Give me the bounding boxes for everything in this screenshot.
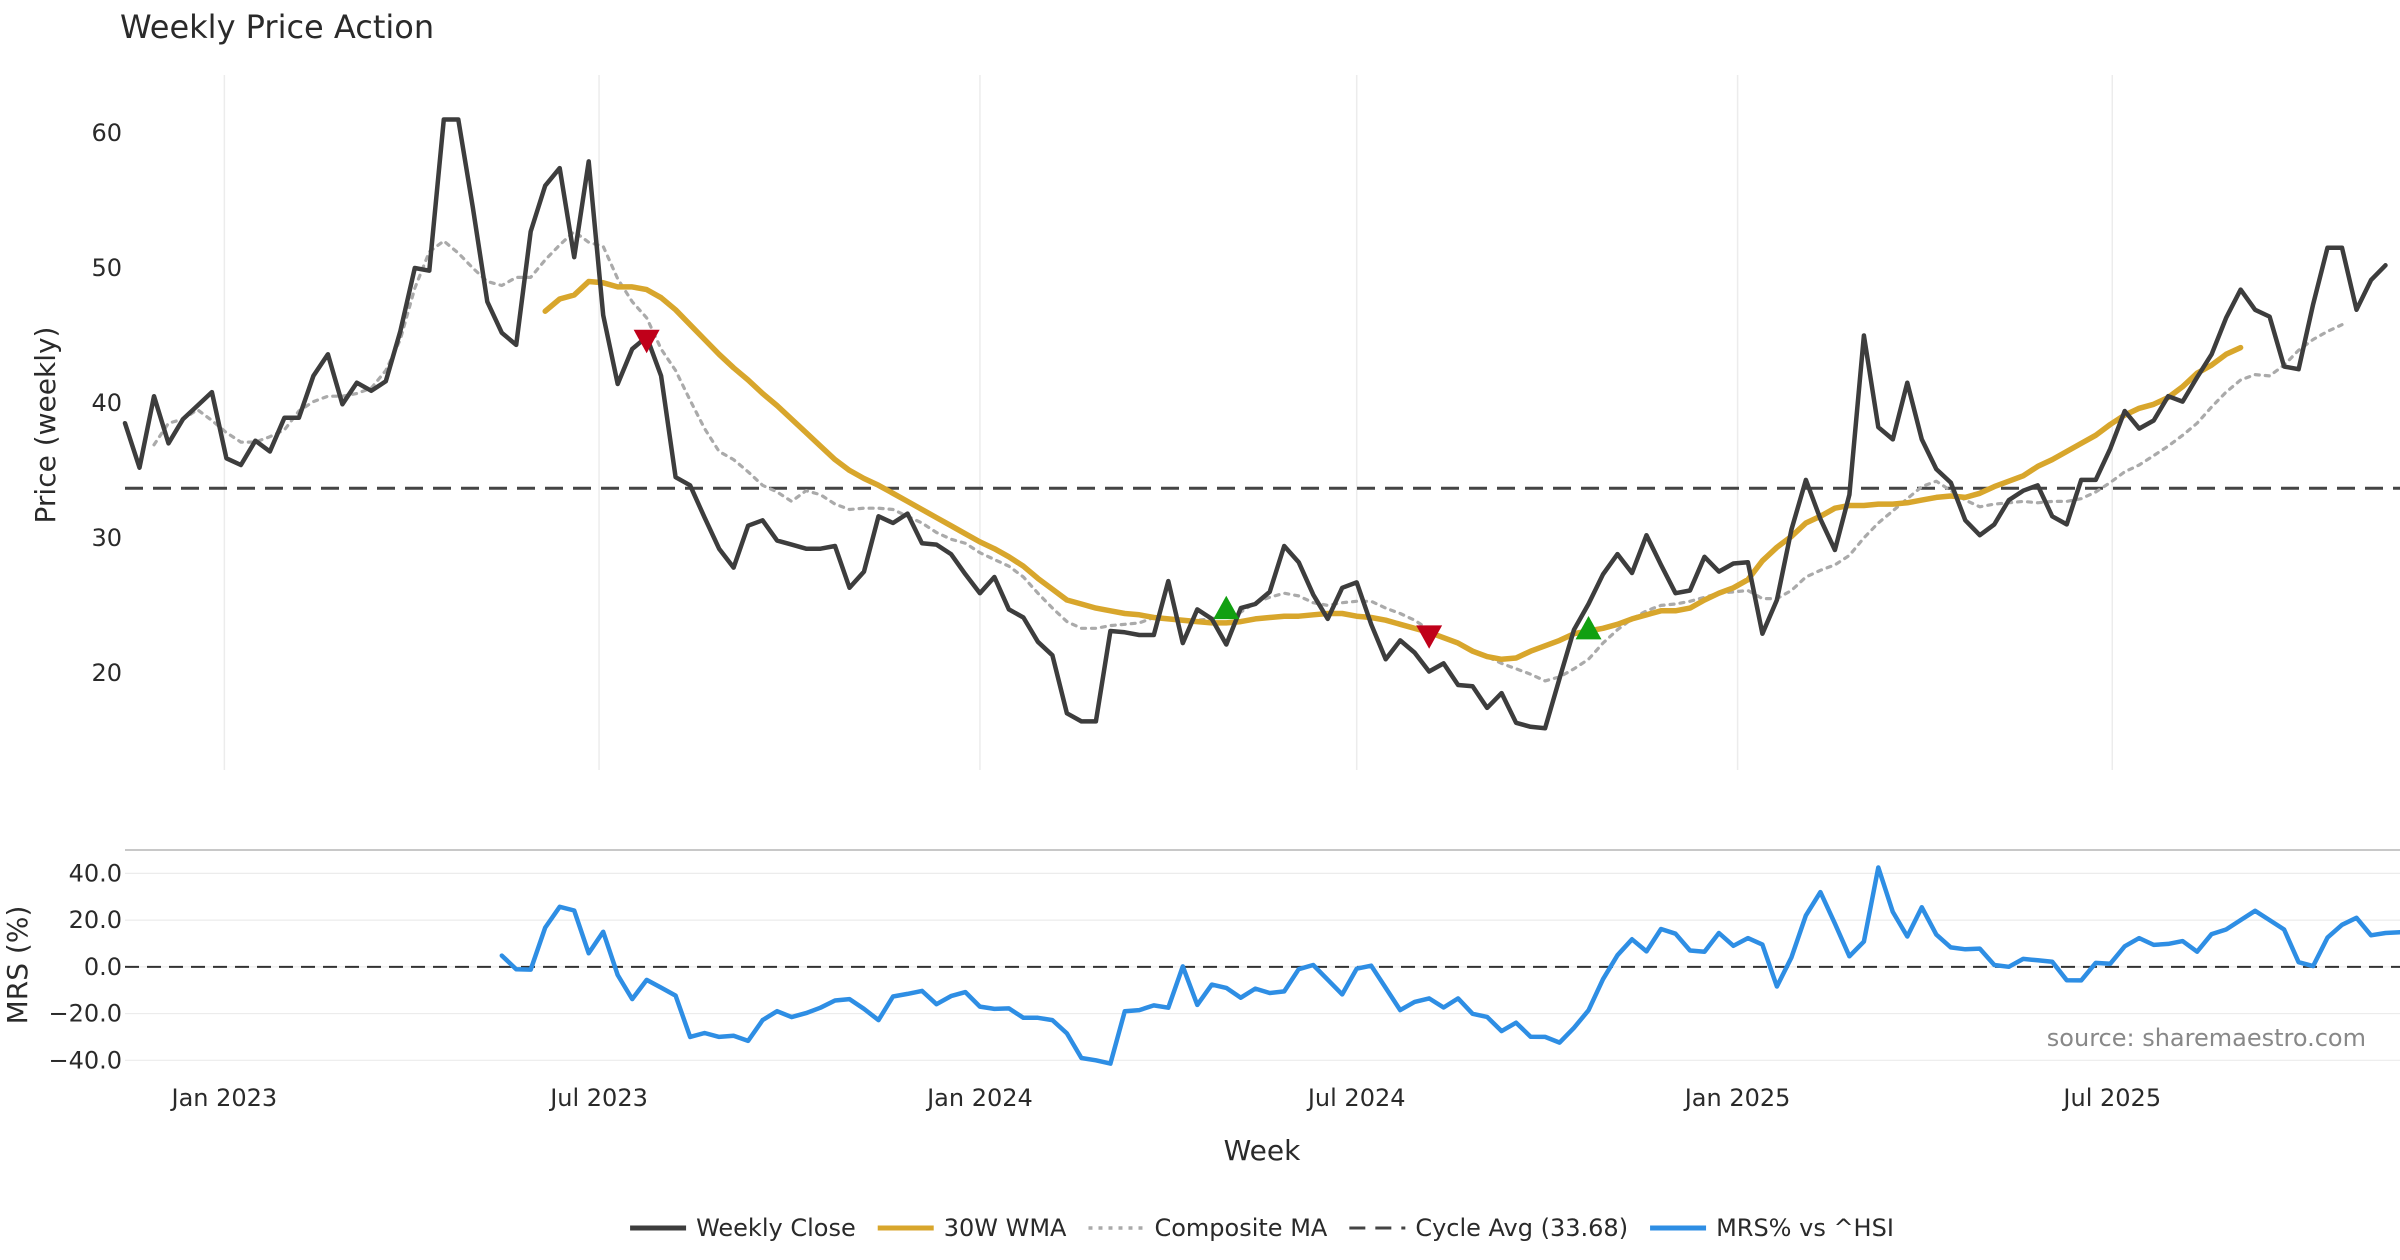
price-y-tick-label: 50	[91, 254, 122, 282]
legend-label: Weekly Close	[696, 1214, 856, 1242]
mrs-y-tick-label: −20.0	[48, 1000, 122, 1028]
x-tick-label: Jul 2024	[1306, 1084, 1406, 1112]
source-annotation: source: sharemaestro.com	[2047, 1024, 2366, 1052]
legend-label: 30W WMA	[944, 1214, 1067, 1242]
x-tick-label: Jul 2023	[548, 1084, 648, 1112]
x-axis-label: Week	[1224, 1134, 1301, 1167]
mrs-y-tick-label: 40.0	[69, 859, 122, 887]
mrs-y-tick-label: −40.0	[48, 1046, 122, 1074]
price-y-tick-label: 20	[91, 659, 122, 687]
x-tick-label: Jan 2024	[925, 1084, 1033, 1112]
mrs-y-tick-label: 0.0	[84, 953, 122, 981]
price-y-label: Price (weekly)	[29, 327, 62, 524]
x-tick-label: Jan 2025	[1683, 1084, 1791, 1112]
price-y-tick-label: 30	[91, 524, 122, 552]
legend-label: MRS% vs ^HSI	[1716, 1214, 1894, 1242]
x-tick-label: Jul 2025	[2061, 1084, 2161, 1112]
x-tick-label: Jan 2023	[170, 1084, 278, 1112]
price-y-tick-label: 40	[91, 389, 122, 417]
price-y-tick-label: 60	[91, 119, 122, 147]
legend-label: Cycle Avg (33.68)	[1415, 1214, 1628, 1242]
mrs-y-label: MRS (%)	[1, 906, 34, 1025]
mrs-y-tick-label: 20.0	[69, 906, 122, 934]
legend-label: Composite MA	[1154, 1214, 1327, 1242]
chart-title: Weekly Price Action	[120, 8, 434, 46]
